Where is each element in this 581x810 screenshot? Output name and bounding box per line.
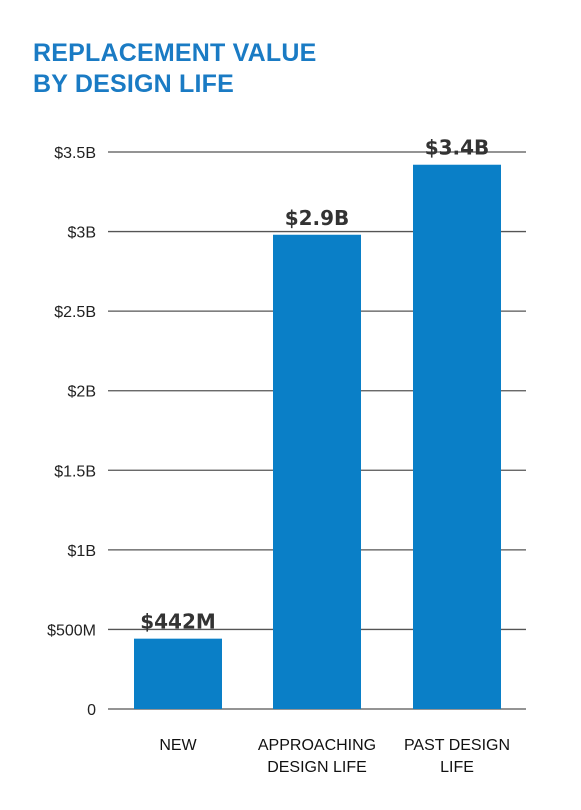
bar [134, 638, 222, 709]
bar [273, 234, 361, 710]
x-tick-label: PAST DESIGN [404, 737, 510, 754]
y-tick-label: $500M [47, 622, 96, 639]
y-tick-label: 0 [87, 702, 96, 719]
chart-title-line-2: BY DESIGN LIFE [33, 70, 234, 98]
y-tick-label: $2B [68, 384, 96, 401]
y-tick-label: $1.5B [54, 463, 96, 480]
x-tick-label: LIFE [440, 759, 474, 776]
y-tick-label: $2.5B [54, 304, 96, 321]
bar [413, 164, 501, 709]
y-tick-label: $3.5B [54, 145, 96, 162]
data-label: $3.4B [425, 136, 490, 160]
x-tick-label: DESIGN LIFE [267, 759, 367, 776]
chart-title-line-1: REPLACEMENT VALUE [33, 39, 317, 67]
data-label: $2.9B [285, 206, 350, 230]
chart-title: REPLACEMENT VALUE BY DESIGN LIFE [33, 38, 317, 100]
y-tick-label: $1B [68, 543, 96, 560]
y-tick-label: $3B [68, 225, 96, 242]
x-tick-label: APPROACHING [258, 737, 376, 754]
x-tick-label: NEW [159, 737, 197, 754]
data-label: $442M [140, 610, 216, 634]
